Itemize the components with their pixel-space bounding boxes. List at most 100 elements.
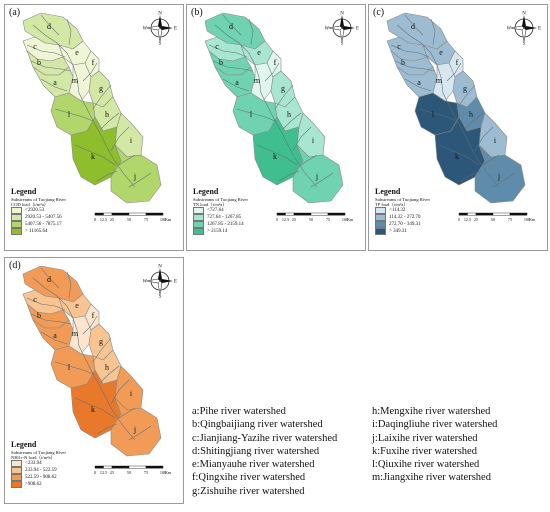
map-legend: Legend Substreams of Tuojiang River NH4+-N… [11,440,121,489]
watershed-label-c: c [397,42,401,51]
compass-e-label: E [356,27,359,32]
watershed-name-entry: b:Qingbaijiang river watershed [192,419,323,431]
compass-s-label: S [159,295,162,298]
river-line [82,62,98,82]
watershed-label-g: g [99,337,103,346]
river-line [30,313,72,325]
legend-swatch [11,214,22,222]
watershed-region-j [474,144,526,204]
legend-item: 522.59 - 908.62 [11,474,121,482]
scale-unit-label: Km [347,217,354,222]
legend-item-label: 1267.85 - 2159.14 [207,221,244,227]
compass-e-label: E [174,280,177,285]
watershed-label-a: a [53,78,57,87]
panel-label: (b) [191,7,203,18]
legend-subtitle: Substreams of Tuojiang River [11,197,66,202]
river-line [110,126,130,152]
river-line [40,267,60,289]
compass-n-label: N [522,12,526,17]
scale-tick-label: 25 [292,217,296,222]
scale-tick-label: 50 [309,217,313,222]
compass-e-label: E [538,27,541,32]
scale-tick-label: 100 [160,217,166,222]
north-arrow-compass-icon: N S E W [143,12,177,45]
watershed-label-d: d [229,22,233,31]
river-line [54,361,94,375]
river-line [30,60,72,72]
legend-item: > 349.31 [375,228,485,236]
scale-tick-label: 12.5 [282,217,289,222]
legend-item-label: 522.59 - 908.62 [25,474,57,480]
legend-swatch [193,221,204,229]
legend-swatch [193,214,204,222]
scale-tick-label: 75 [326,217,330,222]
river-line [100,112,120,130]
legend-swatch [193,228,204,236]
legend-item: <727.64 [193,207,303,215]
watershed-label-g: g [99,84,103,93]
legend-swatch [375,228,386,236]
north-arrow-compass-icon: N S E W [507,12,541,45]
compass-w-label: W [143,27,147,32]
watershed-label-g: g [281,84,285,93]
legend-item: >908.62 [11,481,121,489]
watershed-name-entry: g:Zishuihe river watershed [192,485,305,497]
watershed-name-entry: j:Laixihe river watershed [372,432,478,444]
river-line [394,60,436,72]
river-line [474,126,494,152]
watershed-label-f: f [92,311,95,320]
legend-swatch [11,221,22,229]
scale-tick-label: 75 [144,470,148,475]
legend-item: 5407.56 - 7875.17 [11,221,121,229]
river-line [236,108,276,122]
watershed-label-i: i [494,136,497,145]
watershed-label-e: e [257,48,261,57]
legend-item-label: 114.32 - 272.70 [389,214,421,220]
legend-item: 2920.53 - 5407.56 [11,214,121,222]
watershed-label-g: g [463,84,467,93]
legend-item-label: 233.94 - 522.59 [25,467,57,473]
map-legend: Legend Substreams of Tuojiang River COD lo… [11,187,121,236]
scale-tick-label: 12.5 [100,470,107,475]
legend-swatch [193,207,204,215]
watershed-label-e: e [75,301,79,310]
legend-item: <233.94 [11,460,121,468]
watershed-label-m: m [254,76,261,85]
legend-unit: TN load（t/m²a） [193,202,227,208]
scale-tick-label: 0 [94,217,96,222]
watershed-label-b: b [37,58,41,67]
river-line [282,112,302,130]
map-legend: Legend Substreams of Tuojiang River TN loa… [193,187,303,236]
river-line [460,170,482,182]
watershed-label-a: a [417,78,421,87]
river-line [96,170,118,182]
watershed-name-entry: d:Shitingjiang river watershed [192,445,320,457]
watershed-label-i: i [130,389,133,398]
legend-swatch [11,481,22,489]
scale-tick-label: 50 [127,217,131,222]
watershed-name-entry: k:Fuxihe river watershed [372,445,477,457]
watershed-label-a: a [53,331,57,340]
river-line [92,84,112,110]
river-line [292,126,312,152]
watershed-label-h: h [105,110,109,119]
legend-title: Legend [193,187,219,196]
legend-item: > 11165.64 [11,228,121,236]
watershed-label-k: k [91,152,95,161]
river-line [438,144,480,166]
legend-item-label: > 2159.14 [207,228,228,234]
river-line [110,379,130,405]
river-line [40,331,68,345]
legend-item-label: <727.64 [207,207,224,213]
watershed-name-entry: l:Qiuxihe river watershed [372,459,480,471]
scale-unit-label: Km [165,217,172,222]
compass-w-label: W [143,280,147,285]
river-line [40,78,68,92]
river-line [446,62,462,82]
legend-swatch [11,474,22,482]
panel-label: (c) [373,7,385,18]
river-line [40,14,60,36]
panel-label: (a) [9,7,21,18]
